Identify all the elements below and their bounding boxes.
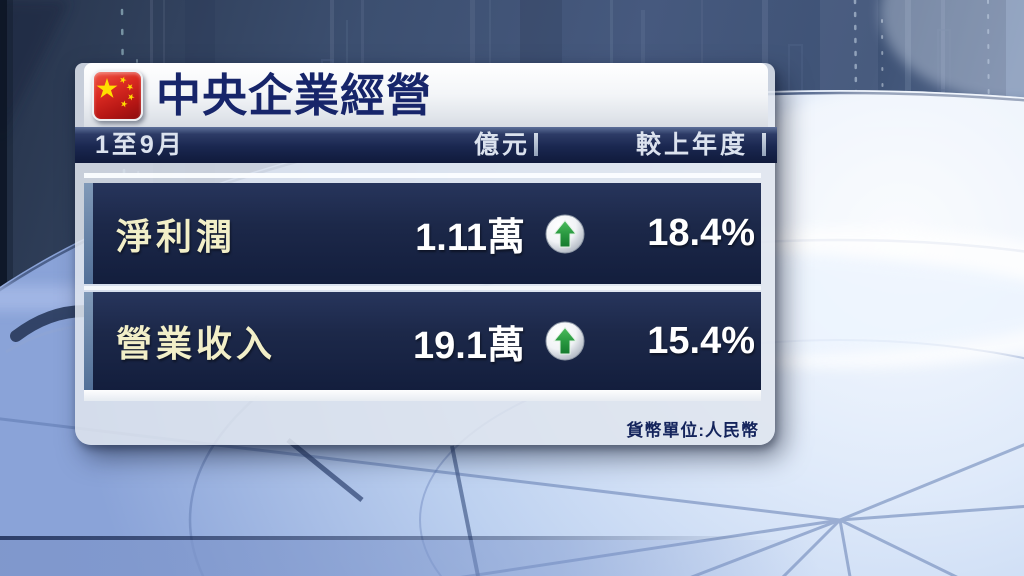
change-column-header: 較上年度 (635, 131, 748, 159)
row-divider (84, 286, 761, 290)
row-change: 15.4% (647, 319, 755, 362)
title-bar: 中央企業經營 (84, 63, 768, 127)
page-title: 中央企業經營 (156, 70, 433, 121)
table-header-bar: 1至9月 億元 較上年度 (75, 127, 777, 163)
column-divider (534, 133, 538, 156)
row-change: 18.4% (647, 212, 755, 254)
table-row-net-profit: 淨利潤 1.11萬 18.4% (84, 183, 761, 284)
footer-highlight (84, 390, 761, 401)
unit-column-header: 億元 (473, 131, 530, 159)
highlight-divider (84, 173, 761, 178)
row-label: 營業收入 (116, 323, 277, 364)
infographic-panel: 中央企業經營 1至9月 億元 較上年度 淨利潤 1.11萬 (75, 63, 777, 445)
period-label: 1至9月 (95, 131, 185, 159)
currency-note: 貨幣單位:人民幣 (626, 421, 759, 440)
row-label: 淨利潤 (116, 215, 237, 257)
up-arrow-icon (545, 321, 585, 361)
china-flag-icon (92, 70, 143, 121)
row-value: 1.11萬 (415, 217, 525, 259)
column-divider (762, 133, 766, 156)
row-accent-strip (84, 183, 93, 284)
row-value: 19.1萬 (413, 324, 525, 367)
up-arrow-icon (545, 214, 585, 254)
table-row-operating-revenue: 營業收入 19.1萬 15.4% (84, 292, 761, 390)
row-accent-strip (84, 292, 93, 390)
